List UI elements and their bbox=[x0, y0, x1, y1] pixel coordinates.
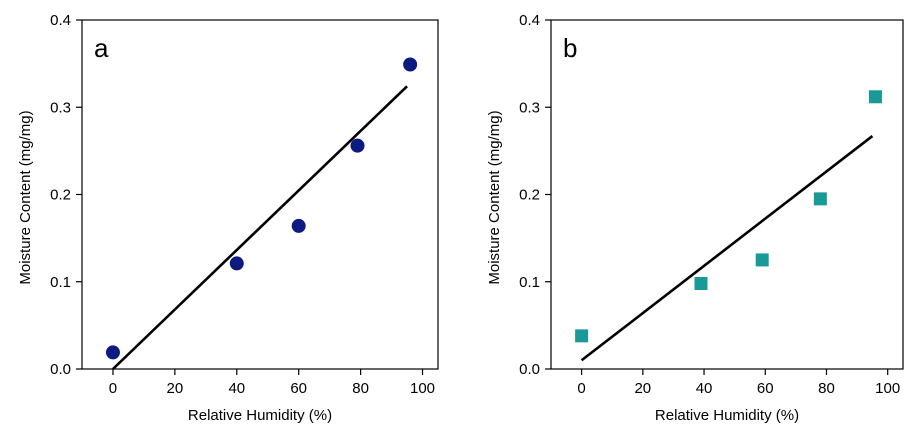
x-tick-label: 60 bbox=[290, 380, 307, 397]
y-axis-title: Moisture Content (mg/mg) bbox=[486, 110, 503, 284]
x-tick-label: 80 bbox=[818, 380, 835, 397]
plot-frame bbox=[81, 19, 439, 370]
data-point bbox=[755, 253, 769, 267]
y-tick-label: 0.0 bbox=[50, 361, 71, 378]
data-point bbox=[350, 138, 365, 153]
x-tick-label: 100 bbox=[875, 380, 900, 397]
x-tick-label: 100 bbox=[410, 380, 435, 397]
data-point bbox=[291, 218, 306, 233]
y-tick-label: 0.3 bbox=[50, 99, 71, 116]
chart-panel-a: 0 20 40 60 80 100 0.0 0.1 0.2 0.3 0.4 Relative Humi… bbox=[17, 12, 439, 424]
x-axis-title: Relative Humidity (%) bbox=[188, 407, 332, 424]
x-tick-label: 0 bbox=[577, 380, 585, 397]
x-tick-label: 60 bbox=[757, 380, 774, 397]
x-tick-label: 20 bbox=[167, 380, 184, 397]
y-tick-label: 0.1 bbox=[519, 274, 540, 291]
plot-frame bbox=[550, 19, 904, 370]
y-tick-label: 0.4 bbox=[519, 12, 540, 29]
x-tick-label: 40 bbox=[696, 380, 713, 397]
y-tick-label: 0.2 bbox=[519, 187, 540, 204]
y-tick-label: 0.0 bbox=[519, 361, 540, 378]
x-tick-label: 80 bbox=[352, 380, 369, 397]
y-tick-label: 0.4 bbox=[50, 12, 71, 29]
x-axis-title: Relative Humidity (%) bbox=[655, 407, 799, 424]
panel-letter: b bbox=[563, 33, 577, 63]
panel-letter: a bbox=[94, 33, 109, 63]
y-axis-title: Moisture Content (mg/mg) bbox=[17, 110, 34, 284]
data-point bbox=[813, 192, 827, 206]
data-point bbox=[575, 329, 589, 343]
x-tick-label: 40 bbox=[228, 380, 245, 397]
data-point bbox=[403, 57, 418, 72]
y-tick-label: 0.2 bbox=[50, 187, 71, 204]
fit-line bbox=[580, 135, 874, 362]
data-point bbox=[694, 276, 708, 290]
data-point bbox=[229, 256, 244, 271]
y-tick-label: 0.3 bbox=[519, 99, 540, 116]
x-tick-label: 0 bbox=[109, 380, 117, 397]
y-tick-label: 0.1 bbox=[50, 274, 71, 291]
x-tick-label: 20 bbox=[634, 380, 651, 397]
data-point bbox=[868, 90, 882, 104]
chart-panel-b: 0 20 40 60 80 100 0.0 0.1 0.2 0.3 0.4 Relative Humi… bbox=[486, 12, 904, 424]
fit-line bbox=[112, 85, 408, 370]
data-point bbox=[105, 345, 120, 360]
